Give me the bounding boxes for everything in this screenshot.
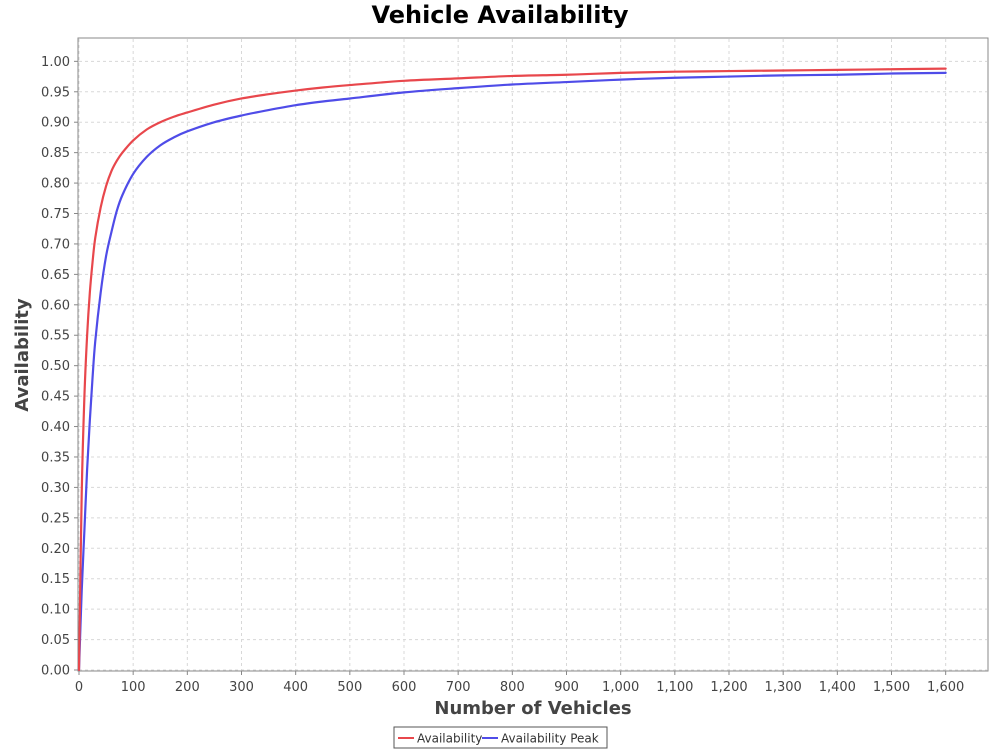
x-tick-label: 1,300	[765, 680, 802, 695]
legend-label: Availability	[417, 732, 482, 746]
series-line-availability-peak	[77, 71, 947, 672]
x-tick-label: 1,200	[710, 680, 747, 695]
x-tick-label: 1,000	[602, 680, 639, 695]
y-tick-label: 0.45	[41, 390, 70, 405]
x-tick-label: 900	[554, 680, 579, 695]
y-tick-label: 0.70	[41, 237, 70, 252]
grid-lines	[78, 39, 987, 671]
series-line-availability	[77, 67, 947, 672]
x-axis: 0 100 200 300 400 500 600 700 800 900 1,000 1,100 1,…	[75, 671, 964, 695]
legend-item: Availability Peak	[482, 732, 599, 746]
y-tick-label: 0.25	[41, 511, 70, 526]
x-axis-label: Number of Vehicles	[434, 698, 631, 719]
legend-box	[393, 726, 608, 749]
y-tick-label: 0.10	[41, 603, 70, 618]
y-tick-label: 0.65	[41, 268, 70, 283]
y-tick-label: 0.55	[41, 329, 70, 344]
legend: Availability Availability Peak	[393, 726, 608, 749]
x-tick-label: 1,500	[873, 680, 910, 695]
y-tick-label: 0.80	[41, 177, 70, 192]
x-tick-label: 1,600	[927, 680, 964, 695]
y-tick-label: 0.85	[41, 146, 70, 161]
x-tick-label: 1,100	[656, 680, 693, 695]
y-tick-label: 0.15	[41, 572, 70, 587]
chart-title: Vehicle Availability	[371, 1, 628, 29]
x-tick-label: 600	[392, 680, 417, 695]
plot-area	[77, 37, 989, 672]
x-tick-label: 700	[446, 680, 471, 695]
y-tick-label: 0.35	[41, 450, 70, 465]
x-tick-label: 200	[175, 680, 200, 695]
y-tick-label: 0.40	[41, 420, 70, 435]
y-tick-label: 0.05	[41, 633, 70, 648]
y-tick-label: 0.75	[41, 207, 70, 222]
x-tick-label: 1,400	[819, 680, 856, 695]
series-lines	[77, 67, 947, 672]
y-tick-label: 0.95	[41, 85, 70, 100]
x-tick-label: 400	[283, 680, 308, 695]
legend-label: Availability Peak	[501, 732, 599, 746]
y-axis-label: Availability	[12, 298, 33, 412]
y-tick-label: 1.00	[41, 55, 70, 70]
x-tick-label: 500	[337, 680, 362, 695]
y-tick-label: 0.50	[41, 359, 70, 374]
y-tick-label: 0.90	[41, 116, 70, 131]
y-tick-label: 0.60	[41, 298, 70, 313]
x-tick-label: 800	[500, 680, 525, 695]
legend-item: Availability	[398, 732, 482, 746]
y-tick-label: 0.20	[41, 542, 70, 557]
y-axis: 0.00 0.05 0.10 0.15 0.20 0.25 0.30 0.35 0.40 0.45…	[41, 55, 78, 679]
x-tick-label: 300	[229, 680, 254, 695]
x-tick-label: 100	[121, 680, 146, 695]
x-tick-label: 0	[75, 680, 83, 695]
y-tick-label: 0.00	[41, 664, 70, 679]
y-tick-label: 0.30	[41, 481, 70, 496]
